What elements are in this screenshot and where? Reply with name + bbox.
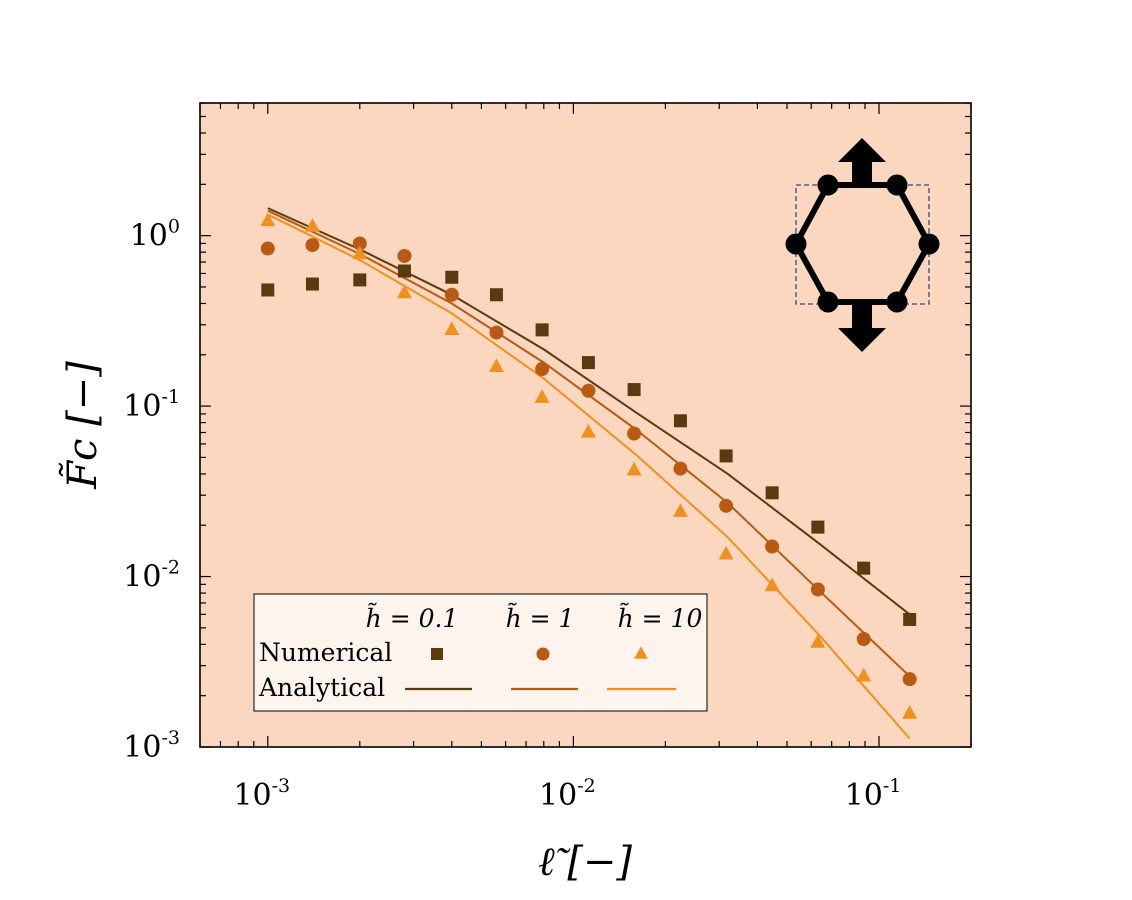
data-point-s3-7: [534, 389, 550, 403]
data-point-s2-13: [810, 582, 825, 597]
legend-marker-3: [634, 646, 648, 659]
data-point-s2-5: [444, 287, 459, 302]
analytical-line-3: [267, 213, 911, 740]
legend-marker-1: [431, 648, 443, 660]
data-point-s2-7: [535, 362, 550, 377]
data-point-s2-11: [719, 498, 734, 513]
x-axis-label: ℓ̃ [−]: [538, 839, 632, 885]
data-point-s3-5: [444, 321, 460, 336]
inset-node-4: [886, 291, 908, 313]
data-point-s3-8: [580, 424, 596, 438]
y-tick-label: 10-2: [123, 557, 180, 595]
x-tick-label: 10-3: [233, 775, 290, 813]
legend-row-numerical: Numerical: [259, 638, 392, 667]
inset-node-3: [918, 233, 940, 255]
data-point-s1-13: [811, 520, 825, 534]
inset-arrow-down-icon: [838, 302, 886, 352]
data-point-s1-15: [903, 612, 917, 626]
data-point-s1-11: [719, 449, 733, 463]
data-point-s3-10: [672, 503, 688, 517]
data-point-s1-1: [261, 283, 275, 297]
inset-node-5: [817, 291, 839, 313]
data-point-s1-5: [445, 270, 459, 284]
y-axis-label: F̃c [−]: [59, 361, 106, 490]
data-point-s1-3: [353, 273, 367, 287]
data-point-s2-10: [673, 461, 688, 476]
data-point-s3-11: [718, 545, 734, 560]
data-point-s3-4: [396, 284, 412, 299]
data-point-s3-1: [260, 212, 276, 227]
data-point-s1-8: [581, 356, 595, 370]
legend-header-2: h̃ = 1: [506, 604, 575, 633]
data-point-s3-12: [764, 577, 780, 592]
legend-swatches: [405, 646, 676, 691]
data-point-s1-12: [765, 486, 779, 500]
y-tick-exponent: -3: [161, 727, 180, 749]
x-tick-label: 10-2: [539, 775, 596, 813]
data-point-s3-14: [856, 667, 872, 682]
data-point-s2-1: [260, 241, 275, 256]
y-tick-label: 100: [130, 216, 180, 254]
y-tick-label: 10-1: [123, 386, 180, 424]
legend-header-3: h̃ = 10: [618, 604, 703, 633]
data-point-s1-2: [305, 277, 319, 291]
plot-frame: [199, 102, 972, 748]
y-tick-exponent: -2: [161, 557, 180, 579]
data-point-s2-15: [902, 672, 917, 687]
data-point-s1-7: [535, 323, 549, 337]
legend-box: [253, 593, 708, 712]
inset-arrow-up-icon: [838, 138, 886, 186]
tick-labels: 10-3 10-2 10-1 10-3 10-2 10-1 100: [123, 216, 901, 813]
data-point-s3-9: [626, 461, 642, 476]
inset-node-6: [785, 233, 807, 255]
data-point-s2-9: [627, 426, 642, 441]
data-point-s2-14: [856, 632, 871, 647]
data-point-s3-6: [488, 358, 504, 372]
data-point-s2-6: [489, 325, 504, 340]
data-point-s3-13: [810, 634, 826, 648]
x-tick-exponent: -1: [883, 775, 902, 797]
x-tick-exponent: -2: [577, 775, 596, 797]
legend-marker-2: [536, 647, 550, 661]
legend: h̃ = 0.1 h̃ = 1 h̃ = 10 Numerical Analyt…: [253, 593, 708, 712]
data-point-s2-2: [305, 238, 320, 253]
analytical-line-1: [267, 207, 911, 616]
y-tick-label: 10-3: [123, 727, 180, 765]
data-point-s1-4: [397, 264, 411, 278]
hexagon-inset: [785, 138, 940, 352]
legend-row-analytical: Analytical: [258, 673, 385, 702]
data-point-s2-3: [352, 236, 367, 251]
data-point-s3-3: [352, 245, 368, 260]
numerical-markers: [260, 212, 918, 719]
data-point-s1-14: [857, 561, 871, 575]
data-point-s3-15: [902, 705, 918, 719]
x-tick-exponent: -3: [272, 775, 291, 797]
data-point-s1-10: [673, 414, 687, 428]
data-point-s2-4: [397, 248, 412, 263]
data-point-s1-9: [627, 383, 641, 397]
legend-header-1: h̃ = 0.1: [366, 604, 459, 633]
y-tick-exponent: 0: [168, 216, 180, 238]
inset-node-2: [886, 174, 908, 196]
data-point-s2-12: [765, 539, 780, 554]
axis-ticks: [199, 102, 972, 748]
data-point-s2-8: [581, 383, 596, 398]
y-tick-exponent: -1: [161, 386, 180, 408]
inset-node-1: [817, 174, 839, 196]
x-tick-label: 10-1: [845, 775, 902, 813]
data-point-s1-6: [489, 288, 503, 302]
data-point-s3-2: [304, 218, 320, 232]
